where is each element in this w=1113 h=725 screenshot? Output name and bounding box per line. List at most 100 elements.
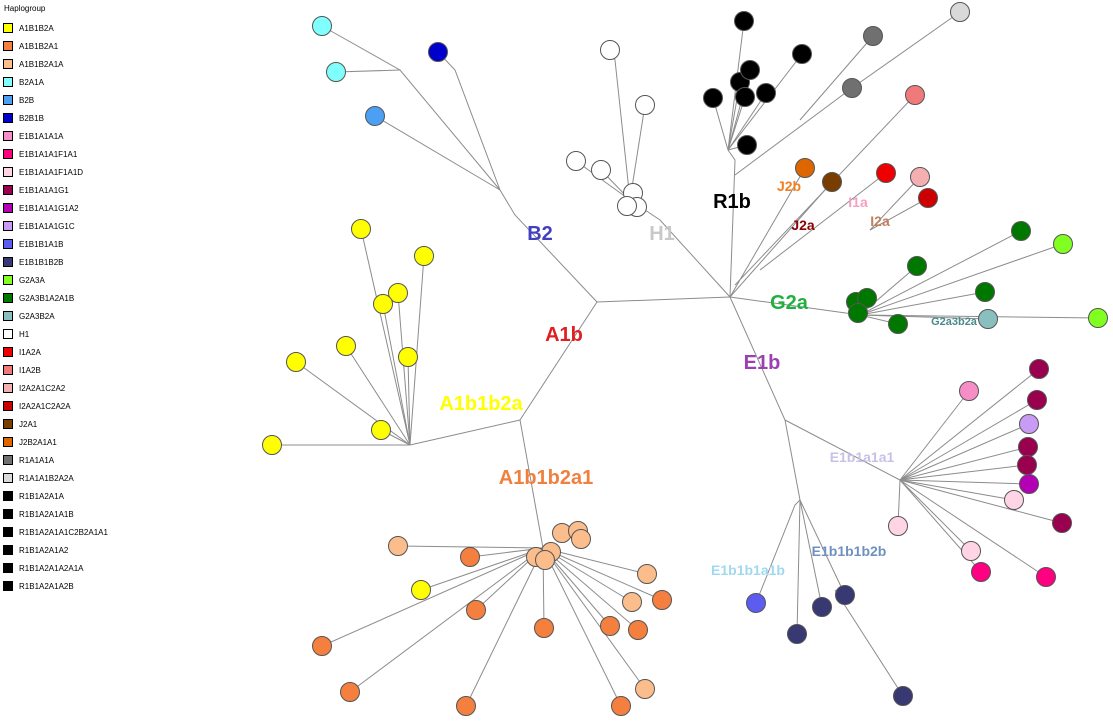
- haplotype-node: [959, 381, 979, 401]
- network-edge: [321, 25, 501, 191]
- network-edge: [899, 368, 1040, 481]
- haplotype-node: [756, 83, 776, 103]
- legend-swatch: [3, 149, 13, 159]
- legend-label: R1A1A1B2A2A: [19, 473, 74, 483]
- legend-swatch: [3, 545, 13, 555]
- haplotype-node: [571, 529, 591, 549]
- legend-swatch: [3, 41, 13, 51]
- legend-swatch: [3, 59, 13, 69]
- legend-swatch: [3, 257, 13, 267]
- legend-swatch: [3, 185, 13, 195]
- haplotype-node: [371, 420, 391, 440]
- legend-item: E1B1A1A1A: [3, 129, 168, 143]
- legend-label: R1B1A2A1A1B: [19, 509, 74, 519]
- legend-label: E1B1A1A1F1A1D: [19, 167, 84, 177]
- cluster-label: J2b: [777, 178, 801, 194]
- legend-item: R1B1A2A1A2: [3, 543, 168, 557]
- legend-item: B2B1B: [3, 111, 168, 125]
- haplotype-node: [737, 135, 757, 155]
- haplotype-node: [1004, 490, 1024, 510]
- network-edge: [542, 547, 622, 707]
- haplotype-node: [398, 347, 418, 367]
- haplotype-node: [734, 11, 754, 31]
- network-edge: [727, 92, 767, 151]
- legend-label: B2B: [19, 95, 35, 105]
- haplotype-node: [971, 562, 991, 582]
- network-edge: [335, 69, 401, 73]
- legend-label: G2A3B2A: [19, 311, 55, 321]
- haplotype-node: [388, 283, 408, 303]
- legend-item: E1B1A1A1G1A2: [3, 201, 168, 215]
- network-edge: [321, 547, 544, 647]
- legend-label: E1B1A1A1A: [19, 131, 64, 141]
- network-edge: [859, 230, 1022, 316]
- legend-swatch: [3, 311, 13, 321]
- network-edge: [397, 545, 544, 549]
- haplotype-node: [740, 60, 760, 80]
- legend-label: A1B1B2A1: [19, 41, 59, 51]
- legend-item: E1B1B1B2B: [3, 255, 168, 269]
- cluster-label: E1b: [744, 352, 781, 374]
- haplotype-node: [1052, 513, 1072, 533]
- network-edge: [759, 172, 887, 271]
- haplotype-node: [365, 106, 385, 126]
- network-edge: [734, 94, 916, 286]
- legend-label: E1B1B1A1B: [19, 239, 64, 249]
- legend-swatch: [3, 131, 13, 141]
- network-edge: [859, 243, 1064, 316]
- legend-item: G2A3A: [3, 273, 168, 287]
- haplotype-node: [792, 44, 812, 64]
- haplotype-node: [566, 151, 586, 171]
- network-edges: [272, 11, 1099, 707]
- legend-swatch: [3, 77, 13, 87]
- legend-label: R1A1A1A: [19, 455, 55, 465]
- network-edge: [899, 479, 1030, 485]
- haplotype-node: [1019, 414, 1039, 434]
- haplotype-node: [351, 219, 371, 239]
- haplotype-node: [876, 163, 896, 183]
- cluster-label: E1b1a1a1: [830, 449, 895, 465]
- network-edge: [465, 547, 544, 707]
- network-edge: [899, 479, 972, 552]
- haplotype-node: [950, 2, 970, 22]
- haplotype-node: [635, 95, 655, 115]
- legend-item: E1B1B1A1B: [3, 237, 168, 251]
- cluster-label: H1: [649, 223, 675, 245]
- network-edge: [499, 189, 598, 303]
- network-edge: [596, 296, 731, 303]
- network-edge: [729, 167, 806, 298]
- network-edge: [729, 296, 861, 316]
- legend-swatch: [3, 419, 13, 429]
- legend-item: H1: [3, 327, 168, 341]
- network-edge: [796, 499, 801, 635]
- network-edge: [542, 547, 646, 690]
- haplotype-node: [893, 686, 913, 706]
- legend-label: R1B1A2A1A2A1A: [19, 563, 84, 573]
- haplotype-node: [812, 597, 832, 617]
- network-edge: [834, 589, 904, 697]
- network-edge: [349, 547, 544, 693]
- haplotype-node: [1036, 567, 1056, 587]
- haplotype-node: [628, 620, 648, 640]
- network-edge: [869, 176, 921, 231]
- legend-swatch: [3, 347, 13, 357]
- legend-label: A1B1B2A1A: [19, 59, 64, 69]
- legend-label: E1B1A1A1G1: [19, 185, 69, 195]
- network-edge: [755, 499, 801, 604]
- legend-item: E1B1A1A1F1A1D: [3, 165, 168, 179]
- haplotype-node: [652, 590, 672, 610]
- haplotype-node: [1011, 221, 1031, 241]
- legend-swatch: [3, 275, 13, 285]
- network-edge: [374, 115, 501, 191]
- legend-item: I1A2A: [3, 345, 168, 359]
- cluster-label: A1b: [545, 324, 583, 346]
- network-edge: [382, 303, 411, 446]
- haplotype-node: [600, 40, 620, 60]
- network-edge: [345, 345, 411, 446]
- haplotype-node: [822, 172, 842, 192]
- legend-item: R1A1A1A: [3, 453, 168, 467]
- legend-label: J2B2A1A1: [19, 437, 57, 447]
- legend-swatch: [3, 329, 13, 339]
- legend-item: R1B1A2A1A1C2B2A1A1: [3, 525, 168, 539]
